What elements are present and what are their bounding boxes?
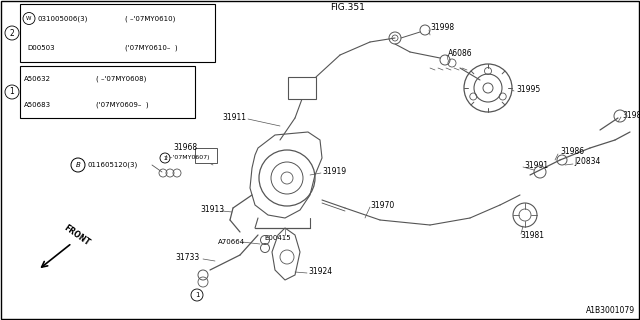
Text: ( –'07MY0607): ( –'07MY0607) [165, 156, 209, 161]
Text: 31998: 31998 [430, 23, 454, 33]
Text: 031005006(3): 031005006(3) [38, 15, 88, 22]
Text: FRONT: FRONT [62, 224, 92, 248]
Text: 31988: 31988 [622, 110, 640, 119]
Text: 31913: 31913 [200, 205, 224, 214]
Text: 31919: 31919 [322, 167, 346, 177]
Text: 31968: 31968 [173, 143, 197, 153]
Text: B: B [76, 162, 81, 168]
Text: 31911: 31911 [222, 114, 246, 123]
Text: 011605120(3): 011605120(3) [87, 162, 137, 168]
Text: ( –'07MY0608): ( –'07MY0608) [97, 76, 147, 82]
Text: ( –'07MY0610): ( –'07MY0610) [125, 15, 176, 22]
Text: 31733: 31733 [175, 253, 199, 262]
Text: FIG.351: FIG.351 [330, 4, 365, 12]
Text: 31970: 31970 [370, 201, 394, 210]
Text: E00415: E00415 [265, 235, 291, 241]
Bar [195, 148, 217, 163]
Text: ('07MY0609–  ): ('07MY0609– ) [97, 102, 149, 108]
Text: 31991: 31991 [524, 161, 548, 170]
Bar [20, 66, 195, 118]
Bar [288, 77, 316, 99]
Text: A50683: A50683 [24, 102, 51, 108]
Text: 2: 2 [163, 156, 167, 161]
Bar [20, 4, 215, 62]
Text: A50632: A50632 [24, 76, 51, 82]
Text: J20834: J20834 [574, 157, 600, 166]
Text: W: W [26, 16, 32, 21]
Text: A1B3001079: A1B3001079 [586, 306, 635, 315]
Text: 1: 1 [10, 87, 14, 97]
Text: 2: 2 [10, 28, 14, 37]
Text: A70664: A70664 [218, 239, 245, 245]
Text: 31995: 31995 [516, 85, 540, 94]
Text: 31981: 31981 [520, 230, 544, 239]
Text: A6086: A6086 [448, 49, 472, 58]
Text: 31986: 31986 [560, 148, 584, 156]
Text: D00503: D00503 [27, 44, 54, 51]
Text: ('07MY0610–  ): ('07MY0610– ) [125, 44, 178, 51]
Text: 1: 1 [195, 292, 199, 298]
Text: 31924: 31924 [308, 268, 332, 276]
